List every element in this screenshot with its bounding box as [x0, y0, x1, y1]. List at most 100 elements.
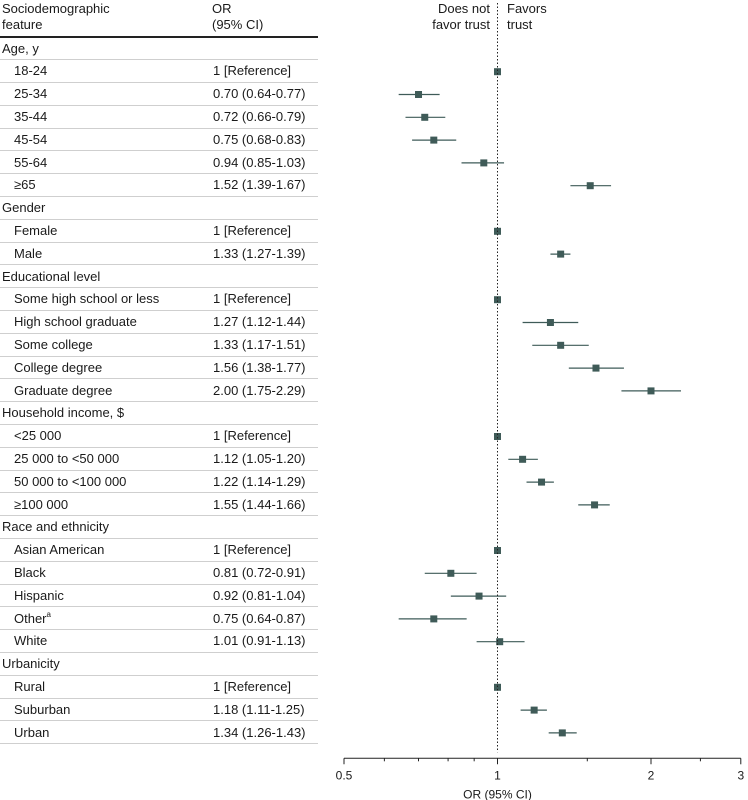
feature-label: White	[14, 630, 47, 653]
feature-label: 25-34	[14, 83, 47, 106]
or-marker	[538, 478, 546, 486]
or-marker	[494, 433, 501, 440]
footnote-marker: a	[46, 609, 51, 619]
feature-label-text: Hispanic	[14, 587, 64, 603]
feature-label: Some high school or less	[14, 288, 159, 311]
feature-label-text: Suburban	[14, 701, 71, 717]
table-row: ≥100 000 1.55 (1.44-1.66)	[0, 494, 318, 517]
feature-label-text: White	[14, 633, 48, 649]
category-row: Gender	[0, 197, 318, 220]
or-value: 0.94 (0.85-1.03)	[213, 154, 306, 170]
feature-label-text: 25-34	[14, 86, 48, 102]
x-tick-label: 0.5	[336, 768, 353, 782]
or-value: 0.81 (0.72-0.91)	[213, 564, 306, 580]
feature-column-header: Sociodemographic feature	[2, 1, 192, 33]
or-value: 1.52 (1.39-1.67)	[213, 177, 306, 193]
feature-label-text: High school graduate	[14, 314, 137, 330]
or-value: 1.34 (1.26-1.43)	[213, 724, 306, 740]
or-value: 1 [Reference]	[213, 63, 292, 79]
feature-label: Hispanic	[14, 585, 64, 608]
or-marker	[530, 706, 538, 714]
x-tick-label: 1	[494, 768, 501, 782]
table-row: High school graduate 1.27 (1.12-1.44)	[0, 311, 318, 334]
category-row: Educational level	[0, 266, 318, 289]
table-row: 25-34 0.70 (0.64-0.77)	[0, 83, 318, 106]
feature-label-text: 50 000 to <100 000	[14, 473, 127, 489]
feature-label-text: 35-44	[14, 108, 48, 124]
or-marker	[415, 91, 423, 98]
feature-label-text: 18-24	[14, 63, 48, 79]
table-row: Rural 1 [Reference]	[0, 676, 318, 699]
or-marker	[557, 341, 565, 349]
table-row: Some high school or less 1 [Reference]	[0, 288, 318, 312]
feature-label: Graduate degree	[14, 380, 112, 403]
table-row: Suburban 1.18 (1.11-1.25)	[0, 699, 318, 722]
or-header-line1: OR	[212, 1, 232, 16]
or-value: 1.33 (1.17-1.51)	[213, 336, 306, 352]
x-tick-label: 2	[648, 768, 655, 782]
or-value: 1.12 (1.05-1.20)	[213, 450, 306, 466]
or-marker	[430, 615, 438, 623]
table-row: Black 0.81 (0.72-0.91)	[0, 562, 318, 585]
table-row: 55-64 0.94 (0.85-1.03)	[0, 152, 318, 175]
category-row: Race and ethnicity	[0, 516, 318, 540]
or-column-header: OR (95% CI)	[212, 1, 322, 33]
feature-label: <25 000	[14, 425, 61, 448]
table-row: 18-24 1 [Reference]	[0, 60, 318, 84]
category-row: Urbanicity	[0, 653, 318, 676]
or-value: 1 [Reference]	[213, 428, 292, 444]
or-marker	[519, 455, 527, 463]
feature-label-text: Some high school or less	[14, 291, 160, 307]
category-label: Race and ethnicity	[2, 519, 109, 535]
feature-label-text: Asian American	[14, 542, 105, 558]
table-row: 50 000 to <100 000 1.22 (1.14-1.29)	[0, 471, 318, 494]
feature-label: ≥65	[14, 174, 36, 197]
or-marker	[591, 501, 599, 509]
or-marker	[480, 159, 488, 167]
or-marker	[546, 319, 554, 326]
or-marker	[586, 182, 594, 190]
category-label: Age, y	[2, 40, 39, 56]
feature-label-text: Rural	[14, 678, 46, 694]
or-value: 1.55 (1.44-1.66)	[213, 496, 306, 512]
feature-header-line2: feature	[2, 17, 43, 32]
category-row: Age, y	[0, 38, 318, 61]
or-marker	[557, 250, 565, 258]
feature-label: College degree	[14, 357, 102, 380]
favor-line2: trust	[507, 17, 533, 32]
table-row: Hispanic 0.92 (0.81-1.04)	[0, 585, 318, 608]
feature-label-text: Male	[14, 245, 43, 261]
or-value: 0.70 (0.64-0.77)	[213, 86, 306, 102]
table-row: ≥65 1.52 (1.39-1.67)	[0, 174, 318, 198]
does-not-favor-trust-label: Does not favor trust	[380, 1, 490, 33]
feature-label-text: Other	[14, 610, 47, 626]
nofavor-line2: favor trust	[432, 17, 490, 32]
or-value: 1.22 (1.14-1.29)	[213, 473, 306, 489]
category-row: Household income, $	[0, 402, 318, 426]
table-row: Female 1 [Reference]	[0, 220, 318, 243]
or-value: 1 [Reference]	[213, 291, 292, 307]
feature-label-text: ≥65	[14, 177, 36, 193]
or-value: 1 [Reference]	[213, 222, 292, 238]
or-value: 1.18 (1.11-1.25)	[213, 701, 305, 717]
or-value: 1 [Reference]	[213, 542, 292, 558]
feature-label-text: <25 000	[14, 428, 62, 444]
table-row: 45-54 0.75 (0.68-0.83)	[0, 129, 318, 152]
feature-label: Female	[14, 220, 57, 243]
or-header-line2: (95% CI)	[212, 17, 264, 32]
or-value: 1.56 (1.38-1.77)	[213, 359, 306, 375]
feature-label: Black	[14, 562, 46, 585]
feature-label: Urban	[14, 722, 49, 745]
or-marker	[647, 387, 655, 395]
feature-label: ≥100 000	[14, 494, 68, 517]
feature-label: Male	[14, 243, 42, 266]
feature-label-text: 25 000 to <50 000	[14, 450, 120, 466]
header-rule	[0, 36, 318, 38]
feature-label-text: Black	[14, 564, 46, 580]
table-row: Othera 0.75 (0.64-0.87)	[0, 608, 318, 631]
table-row: 35-44 0.72 (0.66-0.79)	[0, 106, 318, 129]
or-marker	[558, 729, 566, 737]
or-value: 0.92 (0.81-1.04)	[213, 587, 306, 603]
feature-label: 45-54	[14, 129, 47, 152]
